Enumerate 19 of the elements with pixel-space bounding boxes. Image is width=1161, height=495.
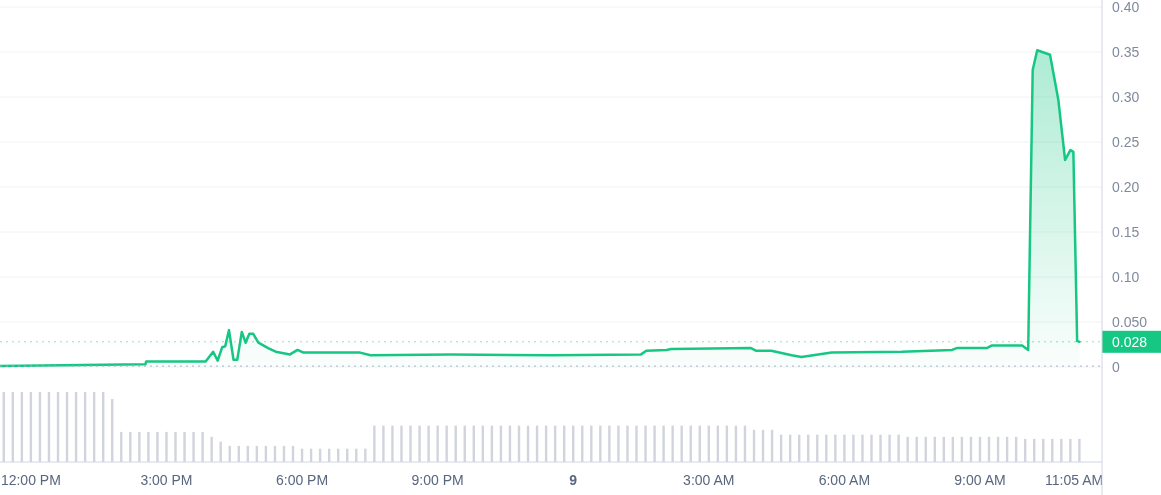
x-tick-label: 3:00 PM	[140, 472, 193, 488]
y-tick-label: 0.15	[1112, 223, 1140, 240]
y-tick-label: 0.050	[1112, 313, 1148, 330]
y-tick-label: 0.40	[1112, 0, 1140, 15]
y-tick-label: 0.20	[1112, 178, 1140, 195]
x-tick-label: 9:00 AM	[954, 472, 1006, 488]
x-tick-label: 6:00 PM	[275, 472, 329, 488]
x-tick-label: 3:00 AM	[683, 472, 735, 488]
y-tick-label: 0.30	[1112, 88, 1140, 105]
x-tick-label: 9:00 PM	[411, 472, 464, 488]
ref-line-label: 0.028	[1112, 333, 1148, 350]
x-tick-label: 6:00 AM	[818, 472, 871, 488]
y-tick-label: 0.25	[1112, 133, 1140, 150]
y-tick-label: 0.10	[1112, 268, 1140, 285]
y-tick-label: 0	[1112, 358, 1120, 375]
y-tick-label: 0.35	[1112, 43, 1140, 60]
x-tick-label: 9	[569, 472, 578, 488]
x-tick-label: 12:00 PM	[0, 472, 61, 488]
x-tick-label: 11:05 AM	[1045, 472, 1104, 488]
